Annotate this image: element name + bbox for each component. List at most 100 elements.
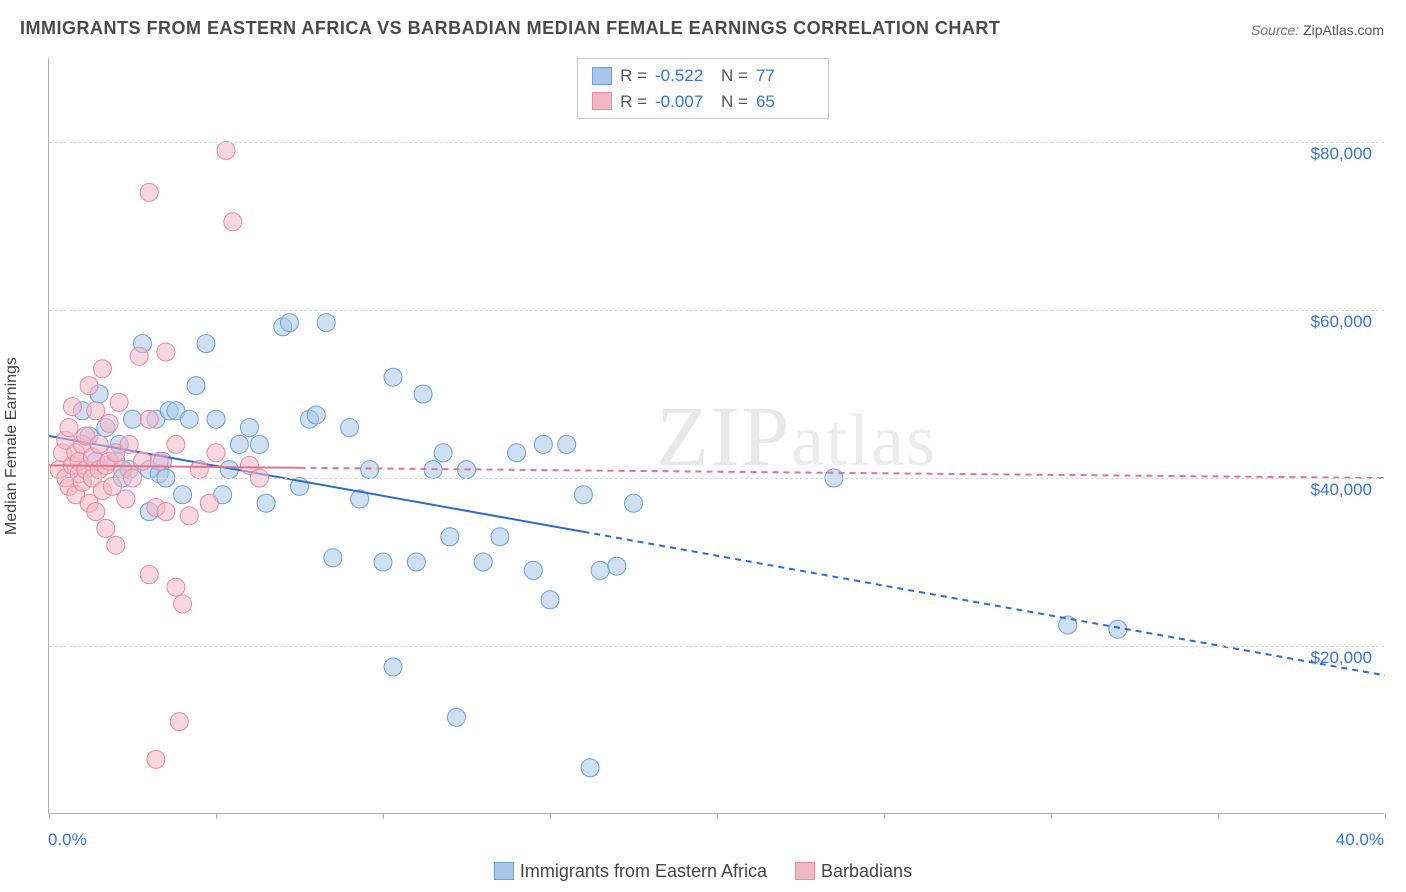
scatter-point — [110, 393, 128, 411]
scatter-point — [140, 410, 158, 428]
scatter-point — [63, 398, 81, 416]
y-tick-label: $20,000 — [1311, 648, 1372, 668]
scatter-point — [93, 360, 111, 378]
scatter-point — [407, 553, 425, 571]
scatter-point — [434, 444, 452, 462]
scatter-point — [217, 141, 235, 159]
scatter-point — [97, 456, 115, 474]
scatter-point — [167, 435, 185, 453]
scatter-point — [100, 452, 118, 470]
x-tick — [550, 813, 551, 819]
scatter-point — [384, 658, 402, 676]
scatter-point — [197, 335, 215, 353]
scatter-point — [73, 473, 91, 491]
r-value: -0.007 — [655, 89, 713, 115]
y-axis-label: Median Female Earnings — [3, 357, 21, 535]
scatter-point — [147, 498, 165, 516]
scatter-point — [317, 314, 335, 332]
scatter-point — [67, 444, 85, 462]
scatter-point — [124, 410, 142, 428]
scatter-point — [291, 477, 309, 495]
x-tick — [884, 813, 885, 819]
scatter-point — [134, 452, 152, 470]
x-min-label: 0.0% — [48, 830, 87, 850]
scatter-point — [280, 314, 298, 332]
scatter-point — [70, 452, 88, 470]
legend-swatch — [494, 862, 514, 880]
x-tick — [1051, 813, 1052, 819]
scatter-point — [174, 595, 192, 613]
scatter-point — [608, 557, 626, 575]
scatter-point — [73, 402, 91, 420]
legend-swatch — [592, 92, 612, 110]
scatter-point — [214, 486, 232, 504]
scatter-point — [60, 419, 78, 437]
trend-line-solid — [49, 465, 300, 467]
scatter-point — [77, 427, 95, 445]
r-label: R = — [620, 63, 647, 89]
legend-series-label: Immigrants from Eastern Africa — [520, 861, 767, 881]
scatter-point — [97, 419, 115, 437]
scatter-point — [97, 519, 115, 537]
x-tick — [383, 813, 384, 819]
source-label: Source: — [1251, 22, 1299, 38]
scatter-point — [140, 183, 158, 201]
scatter-point — [140, 461, 158, 479]
scatter-point — [117, 490, 135, 508]
scatter-point — [190, 461, 208, 479]
scatter-point — [324, 549, 342, 567]
scatter-point — [140, 566, 158, 584]
scatter-point — [508, 444, 526, 462]
scatter-point — [160, 402, 178, 420]
scatter-point — [558, 435, 576, 453]
scatter-point — [250, 435, 268, 453]
scatter-point — [524, 561, 542, 579]
trend-line-dashed — [300, 468, 1386, 478]
scatter-point — [384, 368, 402, 386]
scatter-point — [147, 410, 165, 428]
scatter-point — [140, 503, 158, 521]
scatter-point — [534, 435, 552, 453]
legend-correlation-row: R = -0.007 N = 65 — [592, 89, 814, 115]
scatter-point — [113, 461, 131, 479]
scatter-point — [157, 503, 175, 521]
watermark-zip: ZIP — [656, 388, 791, 484]
r-label: R = — [620, 89, 647, 115]
n-value: 65 — [756, 89, 814, 115]
scatter-point — [1109, 620, 1127, 638]
x-tick — [1218, 813, 1219, 819]
scatter-point — [441, 528, 459, 546]
scatter-point — [1059, 616, 1077, 634]
watermark: ZIPatlas — [656, 386, 937, 486]
legend-series: Immigrants from Eastern Africa Barbadians — [494, 861, 912, 882]
scatter-point — [240, 456, 258, 474]
legend-swatch — [592, 67, 612, 85]
gridline-h — [49, 478, 1384, 479]
scatter-point — [220, 461, 238, 479]
scatter-point — [70, 465, 88, 483]
scatter-point — [50, 461, 68, 479]
scatter-point — [87, 402, 105, 420]
scatter-point — [147, 750, 165, 768]
scatter-point — [240, 419, 258, 437]
r-value: -0.522 — [655, 63, 713, 89]
legend-series-item: Immigrants from Eastern Africa — [494, 861, 767, 882]
scatter-point — [154, 452, 172, 470]
scatter-point — [361, 461, 379, 479]
n-label: N = — [721, 89, 748, 115]
x-tick — [717, 813, 718, 819]
scatter-point — [541, 591, 559, 609]
chart-title: IMMIGRANTS FROM EASTERN AFRICA VS BARBAD… — [20, 18, 1000, 39]
scatter-point — [134, 335, 152, 353]
scatter-point — [307, 406, 325, 424]
scatter-point — [174, 486, 192, 504]
scatter-point — [180, 410, 198, 428]
gridline-h — [49, 646, 1384, 647]
legend-series-label: Barbadians — [821, 861, 912, 881]
scatter-point — [207, 410, 225, 428]
scatter-point — [301, 410, 319, 428]
scatter-point — [77, 461, 95, 479]
x-tick — [49, 813, 50, 819]
n-value: 77 — [756, 63, 814, 89]
chart-svg — [49, 58, 1385, 814]
